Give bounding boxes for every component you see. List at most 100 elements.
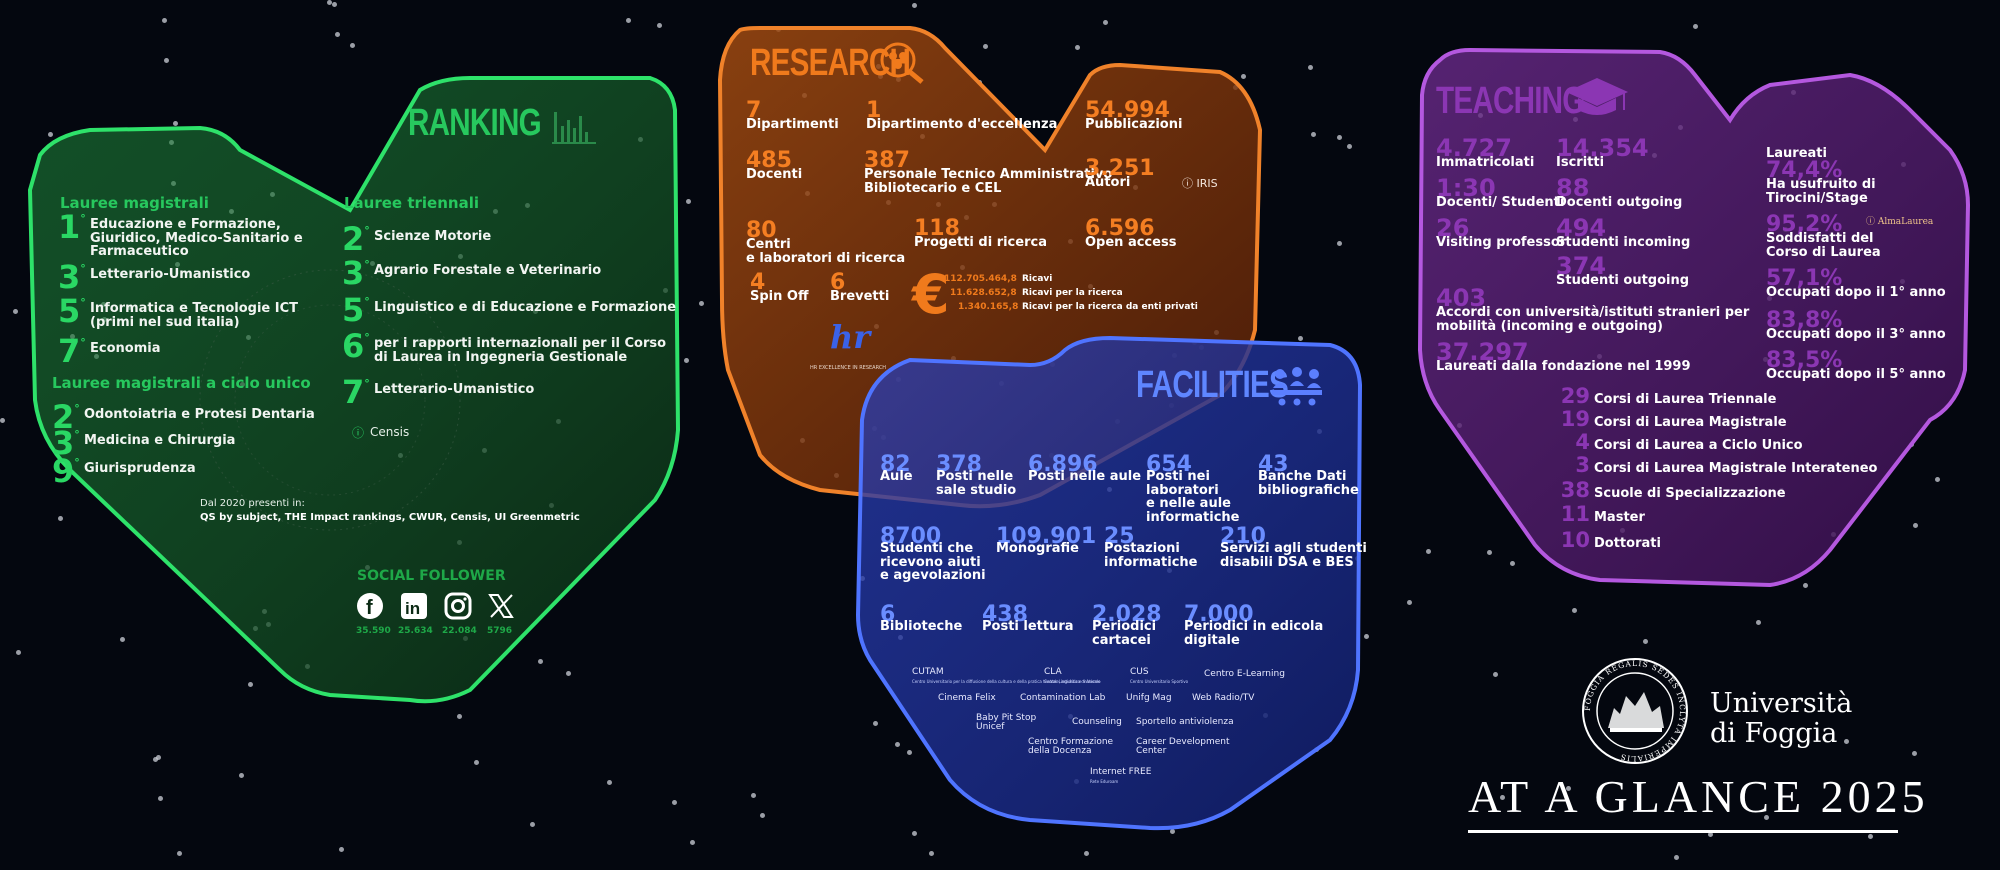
research-stat-number: 6 bbox=[830, 270, 846, 295]
star bbox=[699, 301, 704, 306]
research-stat-label: Spin Off bbox=[750, 289, 809, 304]
star bbox=[158, 796, 163, 801]
service-subtitle: Centro Universitario Sportivo bbox=[1130, 679, 1189, 684]
course-label: Corsi di Laurea Triennale bbox=[1594, 392, 1777, 407]
research-stat-label: Personale Tecnico Amministrativo Bibliot… bbox=[864, 167, 1113, 196]
research-stat-label: Dipartimento d'eccellenza bbox=[866, 117, 1058, 132]
instagram-icon[interactable] bbox=[444, 592, 484, 622]
percent-label: Occupati dopo il 3° anno bbox=[1766, 327, 1946, 342]
star bbox=[566, 671, 571, 676]
university-seal: FOGGIA REGALIS SEDES INCLYTA IMPERIALIS bbox=[1582, 658, 1688, 764]
star bbox=[1764, 815, 1769, 820]
star bbox=[686, 199, 691, 204]
rank-position: 6° bbox=[342, 327, 370, 365]
ordinal-mark: ° bbox=[80, 262, 86, 275]
service-item: Cinema Felix bbox=[938, 693, 996, 703]
service-item: Counseling bbox=[1072, 717, 1122, 727]
facilities-shape bbox=[855, 335, 1363, 831]
star bbox=[16, 650, 21, 655]
facebook-icon[interactable]: f bbox=[356, 592, 396, 622]
teaching-stat-number: 14.354 bbox=[1556, 134, 1649, 162]
ciclo-unico-heading: Lauree magistrali a ciclo unico bbox=[52, 374, 311, 392]
star bbox=[1308, 65, 1313, 70]
rank-position: 2° bbox=[342, 220, 370, 258]
bar-chart-icon bbox=[552, 112, 596, 144]
star bbox=[58, 516, 63, 521]
magnifier-icon bbox=[880, 42, 924, 84]
research-stat-number: 54.994 bbox=[1085, 98, 1170, 123]
people-meeting-icon bbox=[1272, 367, 1322, 406]
ranking-title: RANKING bbox=[408, 102, 542, 144]
rank-number: 3 bbox=[342, 254, 365, 292]
teaching-stat-number: 4.727 bbox=[1436, 134, 1512, 162]
rank-label: per i rapporti internazionali per il Cor… bbox=[374, 336, 667, 365]
facility-stat-label: Posti lettura bbox=[982, 619, 1074, 634]
iris-label: IRIS bbox=[1196, 177, 1218, 190]
hr-excellence-logo: hr bbox=[830, 318, 871, 356]
research-stat-label: Docenti bbox=[746, 167, 803, 182]
star bbox=[751, 793, 756, 798]
star bbox=[1170, 829, 1175, 834]
star bbox=[1241, 74, 1246, 79]
dal-2020-text: Dal 2020 presenti in: bbox=[200, 498, 305, 509]
service-subtitle: Centro Linguistico di Ateneo bbox=[1044, 679, 1101, 684]
course-label: Dottorati bbox=[1594, 536, 1661, 551]
ordinal-mark: ° bbox=[364, 224, 370, 237]
facility-stat-label: Posti nei laboratori e nelle aule inform… bbox=[1146, 469, 1240, 525]
percent-label: Occupati dopo il 1° anno bbox=[1766, 285, 1946, 300]
star bbox=[672, 800, 677, 805]
hr-excellence-caption: HR EXCELLENCE IN RESEARCH bbox=[810, 365, 887, 371]
star bbox=[1337, 241, 1342, 246]
university-name-line2: di Foggia bbox=[1710, 718, 1838, 749]
research-stat-number: 4 bbox=[750, 270, 766, 295]
star bbox=[1913, 523, 1918, 528]
ordinal-mark: ° bbox=[74, 428, 80, 441]
rank-number: 5 bbox=[342, 291, 365, 329]
star bbox=[1708, 832, 1713, 837]
star bbox=[538, 659, 543, 664]
percent-label: Soddisfatti del Corso di Laurea bbox=[1766, 231, 1881, 260]
percent-value: 83,8% bbox=[1766, 308, 1843, 333]
research-stat-label: Progetti di ricerca bbox=[914, 235, 1047, 250]
revenue-label: Ricavi bbox=[1022, 274, 1053, 284]
star bbox=[1756, 620, 1761, 625]
almalaurea-label: AlmaLaurea bbox=[1877, 217, 1934, 227]
course-label: Master bbox=[1594, 510, 1645, 525]
course-count: 4 bbox=[1575, 430, 1590, 454]
star bbox=[474, 760, 479, 765]
course-count: 3 bbox=[1575, 453, 1590, 477]
magistrali-heading: Lauree magistrali bbox=[60, 194, 209, 212]
ordinal-mark: ° bbox=[364, 377, 370, 390]
facility-stat-number: 2.028 bbox=[1092, 602, 1162, 627]
star bbox=[895, 742, 900, 747]
star bbox=[873, 721, 878, 726]
research-stat-label: Dipartimenti bbox=[746, 117, 839, 132]
rank-number: 5 bbox=[58, 292, 81, 330]
rank-label: Economia bbox=[90, 341, 161, 356]
star bbox=[1298, 336, 1303, 341]
star bbox=[1487, 550, 1492, 555]
percent-label: Ha usufruito di Tirocini/Stage bbox=[1766, 177, 1876, 206]
percent-label: Occupati dopo il 5° anno bbox=[1766, 367, 1946, 382]
x-icon[interactable] bbox=[487, 592, 527, 622]
social-follower-title: SOCIAL FOLLOWER bbox=[357, 568, 506, 584]
rank-number: 2 bbox=[342, 220, 365, 258]
service-item: Contamination Lab bbox=[1020, 693, 1106, 703]
facility-stat-number: 6.896 bbox=[1028, 452, 1098, 477]
research-stat-number: 80 bbox=[746, 218, 777, 243]
facility-stat-number: 6 bbox=[880, 602, 896, 627]
linkedin-icon[interactable]: in bbox=[400, 592, 440, 622]
star bbox=[164, 58, 169, 63]
university-brand: FOGGIA REGALIS SEDES INCLYTA IMPERIALIS … bbox=[1468, 650, 1940, 860]
ordinal-mark: ° bbox=[74, 402, 80, 415]
facility-stat-label: Aule bbox=[880, 469, 913, 484]
censis-icon: ⓘ bbox=[352, 426, 365, 440]
star bbox=[1084, 851, 1089, 856]
course-count: 19 bbox=[1560, 407, 1590, 431]
facility-stat-number: 25 bbox=[1104, 524, 1135, 549]
star bbox=[1311, 132, 1316, 137]
service-subtitle: Centro Universitario per la diffusione d… bbox=[912, 679, 1101, 684]
facility-stat-label: Banche Dati bibliografiche bbox=[1258, 469, 1359, 498]
university-name-line1: Università bbox=[1710, 688, 1853, 719]
facility-stat-number: 210 bbox=[1220, 524, 1266, 549]
